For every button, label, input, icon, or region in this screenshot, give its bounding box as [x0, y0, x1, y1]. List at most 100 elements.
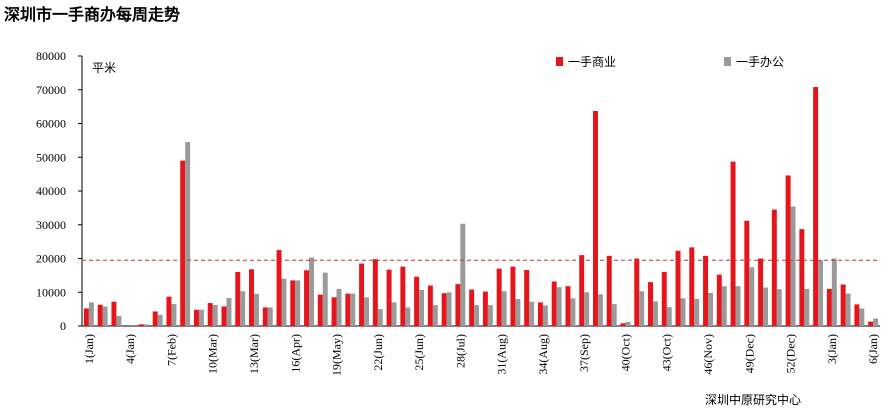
bar: [529, 301, 535, 326]
y-tick-label: 0: [60, 319, 66, 333]
bar: [309, 257, 314, 326]
bar: [708, 292, 713, 326]
x-tick-label: 13(Mar): [247, 334, 261, 374]
y-tick-label: 60000: [36, 117, 66, 131]
bar: [689, 247, 695, 326]
x-tick-label: 25(Jun): [412, 334, 426, 371]
x-tick-label: 22(Jun): [371, 334, 385, 371]
bar: [579, 255, 585, 326]
bar: [226, 297, 232, 326]
bar: [785, 175, 791, 326]
bar: [290, 280, 296, 326]
bar: [138, 324, 144, 326]
bar: [212, 305, 218, 326]
bar: [515, 299, 521, 326]
legend-swatch: [724, 57, 731, 66]
y-axis-label: 平米: [92, 61, 116, 75]
bar: [419, 289, 425, 326]
bar: [790, 206, 796, 326]
legend-swatch: [556, 57, 563, 66]
bar: [317, 294, 323, 326]
bar: [207, 303, 213, 326]
bar: [267, 307, 273, 326]
bar: [831, 258, 837, 326]
x-tick-label: 6(Jan): [866, 334, 880, 364]
x-tick-label: 52(Dec): [784, 334, 798, 373]
bar: [556, 287, 562, 326]
bar: [474, 305, 480, 326]
y-tick-label: 10000: [36, 285, 66, 299]
bar: [83, 308, 89, 326]
x-tick-label: 43(Oct): [660, 334, 674, 371]
bar: [868, 321, 874, 326]
bar: [721, 286, 727, 326]
bar: [441, 293, 447, 326]
bar: [460, 223, 466, 326]
y-tick-label: 40000: [36, 184, 66, 198]
bar: [771, 209, 777, 326]
bar: [432, 305, 438, 326]
bar: [262, 307, 268, 326]
bar: [391, 302, 397, 326]
bar: [130, 324, 136, 326]
x-tick-label: 34(Aug): [536, 334, 550, 375]
bar: [826, 288, 832, 326]
source: 深圳中原研究中心: [705, 392, 801, 407]
bar: [111, 301, 117, 326]
bar: [414, 276, 420, 326]
x-tick-label: 31(Aug): [495, 334, 509, 375]
bar: [592, 111, 598, 326]
bar: [427, 285, 433, 326]
bar: [510, 266, 516, 326]
bar: [859, 308, 865, 326]
chart-title: 深圳市一手商办每周走势: [4, 5, 180, 24]
bar: [776, 289, 782, 326]
bar: [143, 324, 149, 326]
bar: [116, 315, 122, 326]
bar: [840, 284, 846, 326]
bar: [171, 304, 177, 326]
bar: [537, 302, 543, 326]
bar: [281, 278, 287, 326]
y-tick-label: 20000: [36, 252, 66, 266]
bar: [652, 301, 658, 326]
x-tick-label: 28(Jul): [453, 334, 467, 368]
bar: [524, 269, 530, 326]
bar: [666, 307, 672, 326]
x-tick-label: 40(Oct): [618, 334, 632, 371]
x-tick-label: 1(Jan): [82, 334, 96, 364]
bar: [180, 160, 186, 326]
bar: [818, 260, 824, 326]
x-tick-label: 19(May): [330, 334, 344, 376]
legend-label: 一手办公: [736, 54, 784, 69]
x-tick-label: 3(Jan): [825, 334, 839, 364]
bar: [235, 272, 241, 326]
y-tick-label: 70000: [36, 83, 66, 97]
x-tick-label: 16(Apr): [288, 334, 302, 373]
bar: [336, 288, 342, 326]
bar: [322, 272, 328, 326]
bar: [304, 270, 310, 326]
bar: [364, 297, 370, 326]
bar: [405, 307, 411, 326]
bar: [565, 286, 571, 326]
bar: [359, 263, 365, 326]
bar: [749, 267, 755, 326]
bar: [813, 87, 819, 326]
bar: [249, 269, 254, 326]
bar: [501, 291, 507, 326]
bar: [703, 255, 709, 326]
bar: [639, 291, 645, 326]
x-tick-label: 46(Nov): [701, 334, 715, 375]
bar: [680, 298, 686, 326]
bar: [372, 259, 378, 326]
bar: [763, 287, 769, 326]
bar: [88, 302, 94, 326]
bar: [648, 282, 653, 326]
bar: [694, 299, 700, 326]
bar: [331, 297, 337, 326]
bar: [198, 309, 204, 326]
bar: [97, 304, 103, 326]
bar: [276, 250, 282, 326]
bar: [496, 268, 502, 326]
